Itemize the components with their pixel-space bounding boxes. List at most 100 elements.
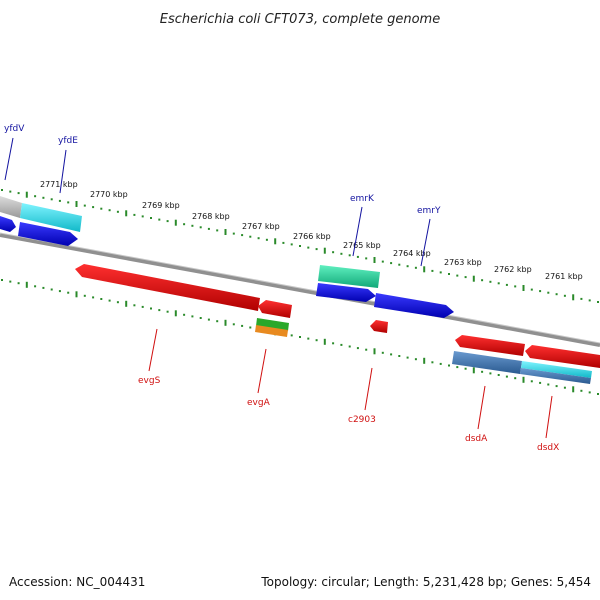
gene-label-yfdE: yfdE [58, 136, 78, 146]
kbp-scale: 2771 kbp 2770 kbp 2769 kbp 2768 kbp 2767… [40, 180, 583, 281]
upper-tick-mark [125, 210, 128, 217]
topology-text: Topology: circular; Length: 5,231,428 bp… [260, 575, 591, 589]
gene-arrow-edge[interactable] [0, 216, 16, 232]
upper-tick-mark [505, 283, 508, 286]
lower-tick-mark [514, 377, 517, 380]
upper-tick-mark [17, 192, 20, 195]
gene-dsdA-arrow[interactable] [455, 335, 525, 356]
reverse-strand-features [75, 264, 600, 384]
upper-tick-mark [547, 291, 550, 294]
upper-tick-mark [241, 234, 244, 237]
lower-tick-mark [398, 355, 401, 357]
gene-label-dsdA: dsdA [465, 434, 488, 444]
gene-label-evgA: evgA [247, 398, 271, 408]
lower-tick-mark [555, 385, 558, 388]
gene-evgA-arrow[interactable] [258, 300, 292, 318]
upper-tick-mark [365, 257, 368, 260]
lower-tick-mark [249, 326, 252, 329]
kbp-label: 2763 kbp [444, 258, 482, 267]
lower-tick-mark [17, 282, 20, 285]
gene-label-yfdV: yfdV [4, 124, 25, 134]
lower-tick-mark [58, 290, 61, 293]
lower-tick-mark [456, 366, 459, 369]
upper-tick-mark [1, 189, 3, 191]
lower-tick-mark [572, 386, 575, 393]
upper-tick-mark [381, 260, 384, 263]
lower-tick-mark [464, 367, 467, 370]
kbp-label: 2770 kbp [90, 190, 128, 199]
lower-tick-mark [381, 351, 384, 354]
upper-tick-mark [572, 294, 575, 301]
gene-yfdV-segment[interactable] [0, 196, 22, 218]
lower-tick-mark [365, 348, 368, 351]
lower-tick-mark [100, 298, 103, 300]
upper-tick-mark [563, 294, 566, 297]
lower-tick-mark [125, 300, 128, 307]
lower-tick-mark [539, 381, 542, 384]
upper-tick-mark [423, 266, 426, 273]
lower-tick-mark [199, 317, 202, 319]
upper-tick-mark [315, 248, 318, 251]
lower-tick-mark [563, 386, 566, 389]
lower-tick-mark [290, 334, 293, 337]
upper-tick-mark [398, 263, 401, 266]
lower-tick-mark [307, 337, 310, 340]
gene-yfdE-arrow[interactable] [20, 203, 82, 232]
kbp-label: 2761 kbp [545, 272, 583, 281]
upper-tick-mark [257, 237, 260, 240]
upper-tick-mark [555, 293, 558, 296]
lower-tick-mark [25, 281, 28, 288]
upper-tick-mark [9, 190, 12, 193]
lower-tick-mark [472, 367, 475, 374]
gene-label-evgS: evgS [138, 376, 161, 386]
lower-tick-mark [50, 288, 53, 291]
upper-tick-mark [265, 238, 268, 241]
upper-tick-mark [50, 198, 53, 201]
upper-tick-mark [199, 226, 202, 229]
gene-dsdX-red-arrow[interactable] [525, 345, 600, 368]
gene-emrY-arrow[interactable] [374, 293, 454, 318]
top-leader-lines [4, 137, 431, 267]
lower-tick-mark [414, 358, 417, 361]
kbp-label: 2762 kbp [494, 265, 532, 274]
upper-tick-mark [373, 257, 376, 263]
lower-tick-mark [597, 393, 599, 395]
gene-evgA-feature-orange[interactable] [255, 325, 288, 337]
upper-tick-mark [232, 232, 235, 235]
kbp-label: 2768 kbp [192, 212, 230, 221]
lower-tick-mark [232, 323, 235, 326]
upper-tick-mark [141, 215, 144, 218]
upper-tick-mark [497, 282, 500, 285]
lower-tick-mark [332, 342, 335, 345]
gene-evgS-arrow[interactable] [75, 264, 260, 311]
gene-emrK-arrow[interactable] [318, 265, 380, 288]
kbp-label: 2767 kbp [242, 222, 280, 231]
gene-arrow[interactable] [18, 222, 78, 246]
upper-tick-mark [323, 247, 326, 254]
kbp-label: 2766 kbp [293, 232, 331, 241]
gene-dsdA-feature[interactable] [452, 351, 522, 374]
lower-tick-mark [158, 309, 161, 312]
lower-tick-mark [241, 324, 244, 327]
upper-tick-mark [133, 213, 136, 216]
lower-tick-mark [423, 357, 426, 364]
upper-tick-mark [249, 235, 252, 238]
upper-tick-mark [522, 285, 525, 291]
kbp-label: 2765 kbp [343, 241, 381, 250]
upper-tick-mark [282, 241, 285, 244]
lower-tick-mark [133, 304, 136, 307]
upper-tick-mark [58, 199, 61, 202]
lower-tick-mark [406, 356, 409, 359]
upper-tick-mark [340, 252, 343, 255]
gene-evgA-feature-green[interactable] [256, 318, 289, 331]
gene-emrK-forward-arrow[interactable] [316, 283, 376, 302]
upper-tick-mark [414, 266, 417, 269]
lower-tick-mark [116, 301, 119, 304]
upper-tick-mark [75, 201, 78, 207]
gene-dsdX-cyan-feature[interactable] [521, 361, 592, 378]
upper-tick-track [1, 189, 599, 303]
gene-c2903-arrow[interactable] [370, 320, 388, 333]
kbp-label: 2764 kbp [393, 249, 431, 258]
gene-dsdX-steel-feature[interactable] [520, 368, 591, 384]
upper-tick-mark [216, 229, 219, 232]
